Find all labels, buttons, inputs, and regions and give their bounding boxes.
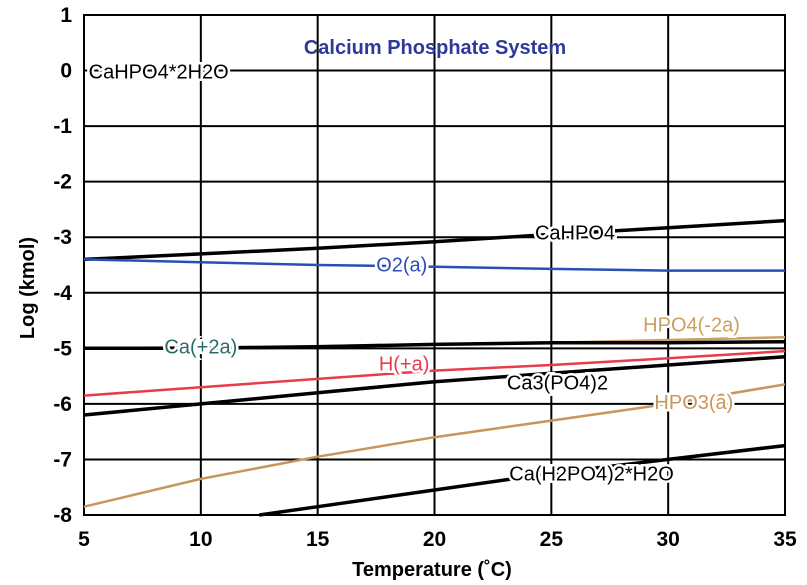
x-tick-label: 25 — [540, 528, 564, 551]
series-label: HPO4(-2a) — [643, 314, 740, 336]
series-line — [83, 383, 786, 508]
y-tick-label: -6 — [53, 393, 72, 416]
series-line — [83, 218, 786, 262]
x-tick-label: 5 — [78, 528, 90, 551]
series-label: CaHPO4 — [535, 223, 615, 245]
series-label: Ca(H2PO4)2*H2O — [509, 463, 674, 485]
series-label: Ca3(PO4)2 — [507, 373, 608, 395]
y-tick-label: -3 — [53, 226, 72, 249]
series-label: Ca(+2a) — [164, 337, 237, 359]
series-line — [259, 443, 786, 517]
series-line — [83, 349, 786, 397]
series-labels: CaHPO4 O2(a) HPO4(-2a) Ca(+2a) H(+a) Ca3(PO4)… — [86, 59, 742, 488]
series-line — [84, 339, 786, 351]
y-tick-label: 0 — [60, 60, 72, 83]
series-line — [83, 258, 785, 272]
y-tick-label: -5 — [53, 337, 72, 360]
x-tick-label: 20 — [423, 528, 446, 551]
annotation-label: CaHPO4*2H2O — [89, 62, 229, 84]
y-tick-label: -1 — [53, 115, 72, 138]
series-label: HPO3(a) — [654, 392, 733, 414]
x-tick-label: 10 — [189, 528, 212, 551]
series-label: O2(a) — [376, 254, 427, 276]
series-line — [83, 354, 786, 417]
y-tick-label: -7 — [53, 448, 72, 471]
x-axis-title: Temperature (˚C) — [352, 558, 512, 581]
y-axis-title: Log (kmol) — [17, 237, 39, 339]
y-tick-label: -2 — [53, 171, 72, 194]
x-tick-label: 15 — [306, 528, 330, 551]
chart-title: Calcium Phosphate System — [304, 37, 566, 59]
series-label: H(+a) — [379, 353, 430, 375]
x-tick-label: 35 — [773, 528, 797, 551]
x-tick-label: 30 — [656, 528, 679, 551]
y-tick-label: -8 — [53, 504, 72, 527]
y-tick-label: 1 — [60, 4, 72, 27]
y-tick-label: -4 — [53, 282, 72, 305]
series-lines — [83, 218, 786, 517]
